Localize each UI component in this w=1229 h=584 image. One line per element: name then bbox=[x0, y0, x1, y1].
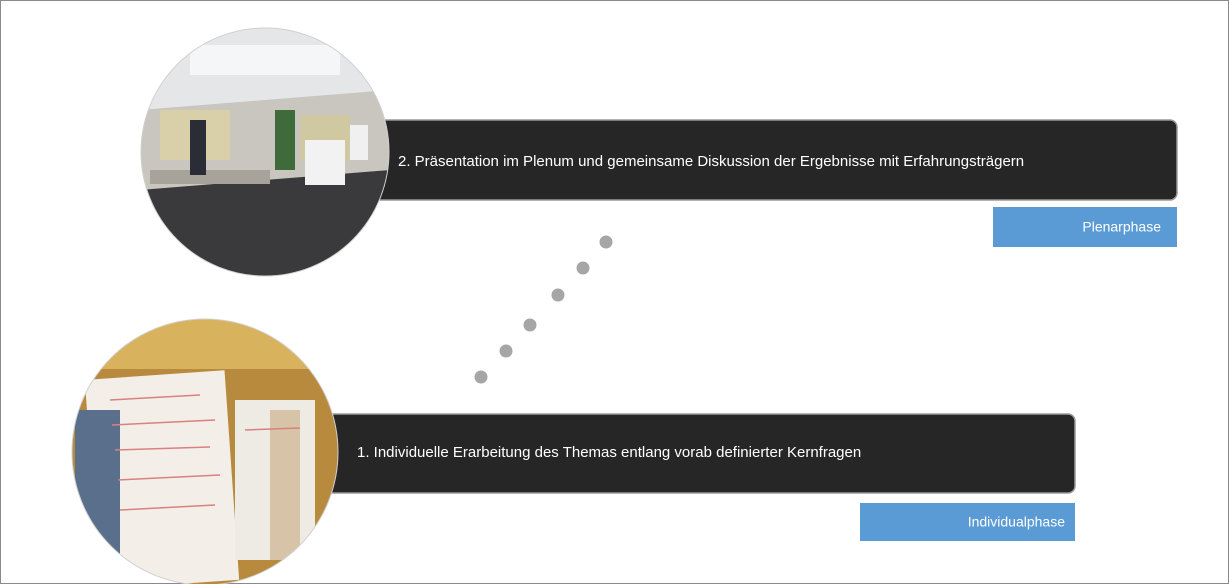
phase-text: Individualphase bbox=[968, 514, 1066, 530]
photo-individual bbox=[72, 319, 338, 584]
stage-description: 2. Präsentation im Plenum und gemeinsame… bbox=[398, 153, 1024, 170]
slide: 2. Präsentation im Plenum und gemeinsame… bbox=[0, 0, 1229, 584]
stage-description: 1. Individuelle Erarbeitung des Themas e… bbox=[357, 444, 861, 461]
phase-text: Plenarphase bbox=[1082, 219, 1161, 235]
page: 2. Präsentation im Plenum und gemeinsame… bbox=[0, 0, 1229, 584]
